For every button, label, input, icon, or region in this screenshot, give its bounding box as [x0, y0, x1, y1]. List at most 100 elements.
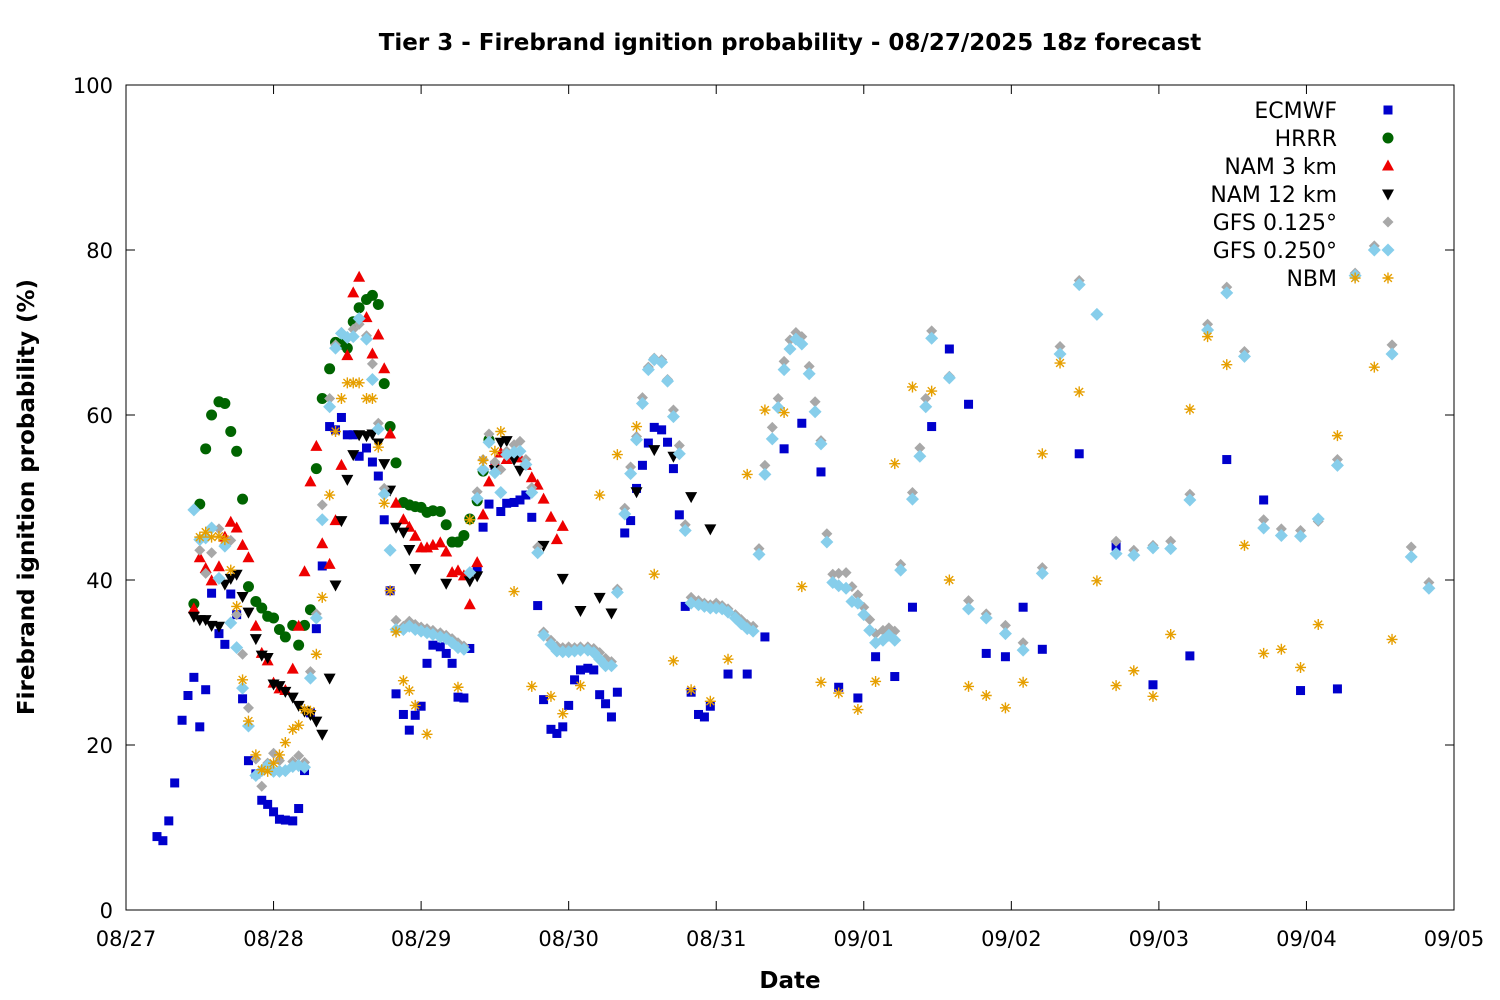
- data-point-ecmwf: [274, 814, 284, 824]
- data-point-gfs-0-250: [888, 633, 902, 647]
- data-point-gfs-0-250: [661, 374, 675, 388]
- data-point-hrrr: [219, 397, 231, 409]
- data-point-nam-3-km: [452, 564, 464, 576]
- y-tick-label: 100: [73, 74, 113, 98]
- data-point-gfs-0-125: [803, 360, 815, 372]
- data-point-hrrr: [273, 624, 285, 635]
- data-point-nam-12-km: [574, 606, 587, 618]
- data-point-nbm: [330, 426, 342, 437]
- data-point-ecmwf: [453, 692, 463, 702]
- data-point-nbm: [219, 534, 231, 546]
- data-point-hrrr: [324, 363, 336, 375]
- data-point-gfs-0-250: [315, 513, 329, 527]
- data-point-gfs-0-250: [1109, 547, 1123, 561]
- data-point-ecmwf: [533, 601, 543, 611]
- data-point-nam-3-km: [397, 513, 410, 525]
- data-point-nam-3-km: [366, 347, 379, 359]
- data-point-gfs-0-125: [231, 609, 243, 621]
- data-point-hrrr: [225, 426, 237, 437]
- data-point-gfs-0-125: [316, 499, 328, 511]
- data-point-gfs-0-250: [624, 467, 638, 481]
- data-point-ecmwf: [478, 522, 488, 532]
- data-point-nam-12-km: [685, 492, 698, 504]
- data-point-nam-12-km: [463, 576, 476, 588]
- data-point-ecmwf: [220, 639, 230, 649]
- data-point-gfs-0-250: [1311, 512, 1325, 526]
- data-point-ecmwf: [325, 422, 335, 432]
- data-point-gfs-0-250: [802, 367, 816, 381]
- data-point-nbm: [1184, 403, 1196, 415]
- data-point-hrrr: [293, 639, 305, 651]
- data-point-ecmwf: [853, 693, 863, 703]
- data-point-nbm: [390, 626, 402, 638]
- data-point-hrrr: [279, 631, 291, 643]
- data-point-gfs-0-250: [618, 507, 632, 521]
- data-point-nbm: [464, 514, 476, 526]
- data-point-hrrr: [310, 463, 322, 475]
- data-point-nam-3-km: [353, 270, 366, 282]
- data-point-nam-3-km: [525, 471, 538, 483]
- data-point-ecmwf: [496, 507, 506, 517]
- data-point-nam-3-km: [249, 619, 262, 631]
- data-point-ecmwf: [797, 418, 807, 428]
- data-point-gfs-0-125: [1054, 341, 1066, 353]
- data-point-nam-12-km: [630, 487, 643, 499]
- data-point-nbm: [545, 690, 557, 702]
- data-point-gfs-0-250: [1016, 643, 1030, 657]
- data-point-gfs-0-250: [925, 331, 939, 345]
- data-point-ecmwf: [1332, 684, 1342, 694]
- data-point-gfs-0-250: [224, 616, 238, 630]
- data-point-nam-12-km: [403, 544, 416, 556]
- data-point-nam-3-km: [537, 492, 550, 504]
- data-point-nam-12-km: [605, 608, 618, 620]
- data-point-gfs-0-125: [821, 528, 833, 540]
- data-point-ecmwf: [595, 690, 605, 700]
- data-point-nam-3-km: [298, 565, 311, 577]
- data-point-nbm: [796, 581, 808, 593]
- data-point-gfs-0-250: [463, 566, 477, 580]
- data-point-nam-3-km: [199, 561, 212, 573]
- data-point-ecmwf: [459, 693, 469, 703]
- data-point-gfs-0-125: [213, 523, 225, 535]
- data-point-gfs-0-250: [1257, 521, 1271, 535]
- data-point-gfs-0-125: [963, 595, 975, 607]
- data-point-gfs-0-250: [352, 311, 366, 325]
- data-point-nbm: [262, 765, 274, 777]
- data-point-ecmwf: [164, 816, 174, 826]
- data-point-nbm: [316, 591, 328, 603]
- data-point-ecmwf: [158, 836, 168, 846]
- data-point-nbm: [287, 723, 299, 735]
- data-point-nam-12-km: [378, 459, 391, 471]
- data-point-ecmwf: [428, 640, 438, 650]
- data-point-gfs-0-250: [525, 486, 539, 500]
- data-point-nbm: [421, 728, 433, 740]
- data-point-gfs-0-250: [672, 447, 686, 461]
- data-point-gfs-0-250: [604, 659, 618, 673]
- data-point-gfs-0-125: [778, 355, 790, 367]
- data-point-hrrr: [434, 506, 446, 518]
- x-tick-label: 09/04: [1276, 927, 1337, 951]
- data-point-ecmwf: [674, 510, 684, 520]
- data-point-gfs-0-250: [500, 448, 514, 462]
- data-point-ecmwf: [362, 443, 372, 453]
- data-point-nam-3-km: [292, 619, 305, 631]
- data-point-nbm: [378, 497, 390, 509]
- y-tick-label: 20: [86, 734, 113, 758]
- data-point-gfs-0-250: [329, 341, 343, 355]
- data-point-nam-3-km: [242, 551, 255, 563]
- data-point-gfs-0-250: [814, 437, 828, 451]
- data-point-gfs-0-125: [1405, 541, 1417, 553]
- data-point-ecmwf: [637, 460, 647, 470]
- data-point-gfs-0-250: [1385, 347, 1399, 361]
- data-point-nbm: [366, 393, 378, 404]
- axes: 0 20 40 60 80 100 08/27 08/28 08/29 08/30 08/31 09/…: [73, 74, 1484, 951]
- data-point-ecmwf: [643, 438, 653, 448]
- data-point-nam-12-km: [390, 522, 403, 534]
- data-point-nam-12-km: [440, 578, 453, 590]
- data-point-nbm: [477, 454, 489, 466]
- data-point-gfs-0-125: [926, 325, 938, 337]
- data-point-gfs-0-250: [610, 585, 624, 599]
- data-point-ecmwf: [373, 471, 383, 481]
- data-point-hrrr: [268, 612, 280, 624]
- data-point-ecmwf: [238, 694, 248, 704]
